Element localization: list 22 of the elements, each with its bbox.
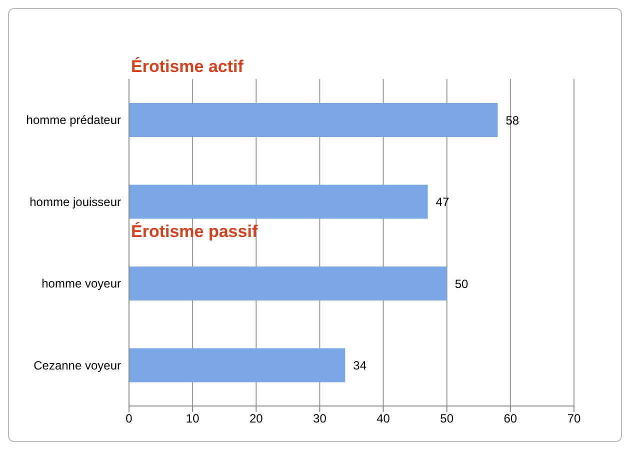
text: Érotisme actif [131,57,244,77]
x-tick-label: 60 [504,412,518,426]
bar [129,348,346,382]
x-tick-label: 50 [440,412,454,426]
x-tick-label: 30 [313,412,327,426]
x-tick-label: 10 [186,412,200,426]
y-tick-label: Cezanne voyeur [34,358,121,372]
data-label: 50 [454,276,469,291]
bar [129,184,428,219]
y-tick-label: homme voyeur [42,276,121,291]
annotation: Érotisme passif [131,222,258,242]
x-tick-label: 40 [376,412,390,426]
bar [129,103,498,137]
data-label: 58 [506,113,520,128]
bar [129,266,447,300]
data-label: 47 [436,195,450,210]
x-tick-label: 70 [567,412,581,426]
y-tick-label: homme prédateur [26,113,121,128]
data-label: 34 [353,358,367,373]
y-tick-label: homme jouisseur [30,194,121,209]
x-tick-label: 0 [126,412,133,426]
x-tick-label: 20 [249,412,264,426]
